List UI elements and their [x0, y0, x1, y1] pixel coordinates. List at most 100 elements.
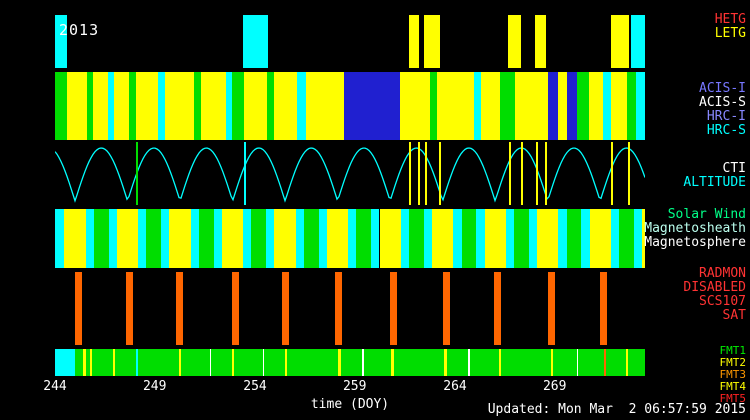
- altitude-vline-yellow: [439, 142, 442, 205]
- instruments-segment-cyan: [636, 72, 645, 140]
- instruments-segment-yellow: [480, 72, 501, 140]
- tick-label-244: 244: [43, 379, 67, 394]
- fmt-segment-yellow: [112, 349, 116, 376]
- altitude-vline-yellow: [627, 142, 630, 205]
- fmt-segment-white: [262, 349, 265, 376]
- regions-segment-cyan: [85, 209, 94, 268]
- row-label-magnetosheath: Magnetosheath: [644, 221, 746, 236]
- row-label-fmt5: FMT5: [719, 392, 747, 405]
- instruments-segment-green: [500, 72, 516, 140]
- regions-segment-cyan: [266, 209, 275, 268]
- fmt-segment-yellow: [232, 349, 235, 376]
- row-label-hrc-s: HRC-S: [706, 123, 746, 138]
- row-label-hetg: HETG: [714, 12, 746, 27]
- regions-segment-cyan: [318, 209, 327, 268]
- tick-label-249: 249: [142, 379, 167, 394]
- altitude-vline-yellow: [611, 142, 614, 205]
- regions-segment-green: [198, 209, 214, 268]
- instruments-segment-yellow: [400, 72, 430, 140]
- radmon-disable-bar: [232, 272, 240, 345]
- regions-segment-yellow: [116, 209, 139, 268]
- gratings-segment-yellow: [535, 15, 546, 68]
- row-label-scs107: SCS107: [699, 294, 746, 309]
- regions-segment-cyan: [505, 209, 514, 268]
- row-label-acis-s: ACIS-S: [699, 95, 746, 110]
- altitude-vline-yellow: [535, 142, 538, 205]
- row-label-fmt2: FMT2: [719, 356, 747, 369]
- regions-segment-green: [619, 209, 634, 268]
- year-label: 2013: [59, 21, 100, 39]
- regions-segment-green: [356, 209, 372, 268]
- tick-label-269: 269: [542, 379, 567, 394]
- regions-segment-cyan: [633, 209, 643, 268]
- instruments-segment-yellow: [437, 72, 474, 140]
- row-label-letg: LETG: [714, 26, 746, 41]
- regions-segment-cyan: [423, 209, 432, 268]
- regions-segment-green: [303, 209, 319, 268]
- instruments-segment-green: [627, 72, 637, 140]
- altitude-vline-yellow: [418, 142, 421, 205]
- tick-label-254: 254: [243, 379, 267, 394]
- instruments-segment-yellow: [136, 72, 159, 140]
- row-label-fmt3: FMT3: [719, 368, 747, 381]
- fmt-segment-white: [209, 349, 212, 376]
- regions-segment-green: [409, 209, 424, 268]
- instruments-segment-cyan: [158, 72, 165, 140]
- regions-segment-yellow: [64, 209, 86, 268]
- altitude-vline-yellow: [520, 142, 523, 205]
- regions-segment-cyan: [348, 209, 357, 268]
- band-altitude: [55, 142, 645, 205]
- instruments-segment-yellow: [515, 72, 548, 140]
- instruments-segment-green: [577, 72, 589, 140]
- fmt-segment-cyan: [135, 349, 139, 376]
- instruments-segment-yellow: [164, 72, 194, 140]
- band-fmt: [55, 349, 645, 376]
- altitude-vline-yellow: [508, 142, 511, 205]
- radmon-disable-bar: [282, 272, 290, 345]
- regions-segment-green: [251, 209, 267, 268]
- x-axis-title: time (DOY): [310, 397, 390, 412]
- radmon-disable-bar: [548, 272, 556, 345]
- instruments-segment-cyan: [296, 72, 306, 140]
- instruments-segment-blue: [547, 72, 558, 140]
- regions-segment-yellow: [589, 209, 611, 268]
- fmt-segment-yellow: [178, 349, 182, 376]
- row-label-fmt1: FMT1: [719, 344, 747, 357]
- fmt-segment-yellow: [444, 349, 447, 376]
- instruments-segment-blue: [567, 72, 578, 140]
- regions-segment-cyan: [400, 209, 409, 268]
- regions-segment-green: [146, 209, 162, 268]
- fmt-segment-yellow: [83, 349, 86, 376]
- fmt-segment-orange: [603, 349, 607, 376]
- row-label-magnetosphere: Magnetosphere: [644, 235, 746, 250]
- regions-segment-cyan: [558, 209, 567, 268]
- updated-timestamp: Updated: Mon Mar 2 06:57:59 2015: [487, 402, 746, 417]
- instruments-segment-yellow: [243, 72, 268, 140]
- regions-segment-yellow: [432, 209, 454, 268]
- regions-segment-cyan: [108, 209, 117, 268]
- regions-segment-yellow: [169, 209, 191, 268]
- fmt-segment-white: [576, 349, 579, 376]
- regions-segment-cyan: [610, 209, 620, 268]
- band-instruments: [55, 72, 645, 140]
- gratings-segment-cyan: [55, 15, 67, 68]
- regions-segment-yellow: [274, 209, 296, 268]
- fmt-segment-yellow: [391, 349, 394, 376]
- instruments-segment-yellow: [114, 72, 129, 140]
- regions-segment-yellow: [484, 209, 506, 268]
- regions-segment-cyan: [190, 209, 199, 268]
- fmt-segment-yellow: [626, 349, 629, 376]
- regions-segment-cyan: [295, 209, 304, 268]
- regions-segment-yellow: [379, 209, 401, 268]
- row-label-disabled: DISABLED: [683, 280, 746, 295]
- altitude-curve: [55, 147, 645, 203]
- regions-segment-cyan: [213, 209, 222, 268]
- regions-segment-cyan: [371, 209, 380, 268]
- altitude-vline-yellow: [545, 142, 548, 205]
- radmon-disable-bar: [335, 272, 343, 345]
- band-gratings: [55, 15, 645, 68]
- tick-label-259: 259: [342, 379, 367, 394]
- radmon-disable-bar: [600, 272, 608, 345]
- regions-segment-yellow: [642, 209, 645, 268]
